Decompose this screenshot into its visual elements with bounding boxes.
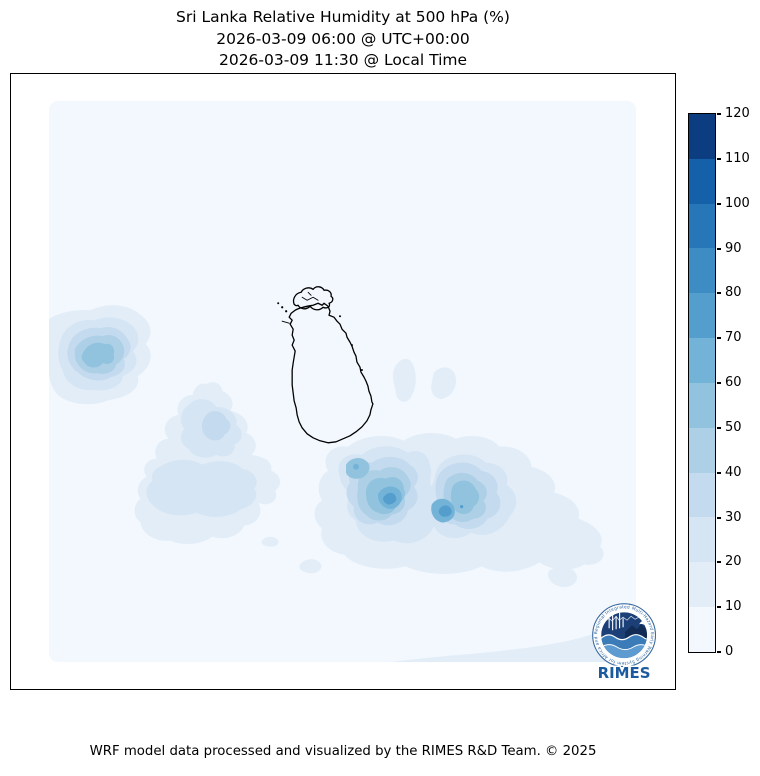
contour-region-speck [261,536,279,547]
islet-dot [339,315,342,318]
islet-dot [277,302,280,305]
contour-region-southwest [146,459,257,517]
rimes-logo-border [592,603,656,668]
title-line-3: 2026-03-09 11:30 @ Local Time [218,51,468,69]
colorbar-tick-label: 70 [725,330,742,345]
colorbar-cell [689,562,715,608]
title-line-2: 2026-03-09 06:00 @ UTC+00:00 [216,29,470,48]
colorbar-tick-label: 10 [725,599,742,614]
rimes-logo-label: RIMES [598,664,651,682]
contour-region-southeast [352,463,359,470]
rimes-logo-wave-back-crest [601,634,648,641]
colorbar-ticks: 120 110 100 90 80 70 60 50 40 30 20 10 0 [717,106,760,659]
colorbar-cell [689,472,715,518]
islet-dot [360,369,363,372]
contour-region-east-patch [431,367,457,399]
contour-region-southwest [201,410,231,441]
coastline-west-islet-line [281,320,290,324]
contour-region-east-patch [393,358,416,402]
figure-title: Sri Lanka Relative Humidity at 500 hPa (… [10,7,676,72]
colorbar-tick-mark [717,651,721,653]
colorbar-cell [689,427,715,473]
colorbar-tick-label: 120 [725,106,750,121]
footer-credit: WRF model data processed and visualized … [89,744,597,759]
islet-dot [281,306,284,309]
contour-region-southeast [460,504,464,509]
colorbar-tick-label: 110 [725,151,750,166]
rimes-logo-wave-front-crest [601,644,648,651]
colorbar-tick-label: 60 [725,375,742,390]
coastline-jaffna [292,286,334,311]
contour-region-west [81,342,115,368]
colorbar-cell [689,607,715,652]
colorbar-tick-mark [717,113,721,115]
colorbar-tick-label: 100 [725,196,750,211]
title-line-1: Sri Lanka Relative Humidity at 500 hPa (… [176,8,510,26]
humidity-contours [48,305,637,663]
rimes-logo-seismogram [608,612,624,631]
colorbar-cell [689,248,715,294]
islet-dot [285,310,288,313]
sri-lanka-coastline [281,286,374,444]
colorbar-cell [689,293,715,339]
colorbar-tick-label: 90 [725,241,742,256]
coastline-main [288,302,374,444]
colorbar-tick-mark [717,248,721,250]
colorbar-tick-mark [717,472,721,474]
colorbar-cell [689,517,715,563]
colorbar-tick-mark [717,382,721,384]
colorbar-cell [689,158,715,204]
contour-region-southeast-lump [299,559,322,574]
colorbar-tick-mark [717,427,721,429]
islet-dot [350,344,353,347]
colorbar-tick-mark [717,337,721,339]
contour-region-southeast-lump [548,566,578,588]
coastline-jaffna-detail [301,291,319,301]
colorbar-tick-mark [717,561,721,563]
colorbar-tick-label: 20 [725,554,742,569]
rimes-logo-trace [604,615,640,622]
colorbar-tick-label: 30 [725,510,742,525]
colorbar: 120 110 100 90 80 70 60 50 40 30 20 10 0 [688,106,750,659]
map-plot: Regional Integrated Multi-Hazard Early W… [11,74,656,684]
colorbar-tick-label: 80 [725,285,742,300]
colorbar-cell [689,114,715,159]
colorbar-cell [689,382,715,428]
colorbar-tick-mark [717,292,721,294]
colorbar-cells [689,114,715,652]
colorbar-tick-label: 40 [725,465,742,480]
colorbar-cell [689,203,715,249]
map-axes: Regional Integrated Multi-Hazard Early W… [10,73,676,690]
colorbar-tick-label: 50 [725,420,742,435]
colorbar-tick-mark [717,203,721,205]
colorbar-tick-mark [717,158,721,160]
coastline-islets [277,302,363,372]
colorbar-tick-label: 0 [725,644,734,659]
contour-region-southeast [450,480,480,515]
colorbar-tick-mark [717,517,721,519]
contour-region-southeast [383,492,397,505]
contour-region-southeast [438,505,452,517]
colorbar-tick-mark [717,606,721,608]
contour-region-bottom-band [387,625,637,663]
colorbar-cell [689,338,715,383]
